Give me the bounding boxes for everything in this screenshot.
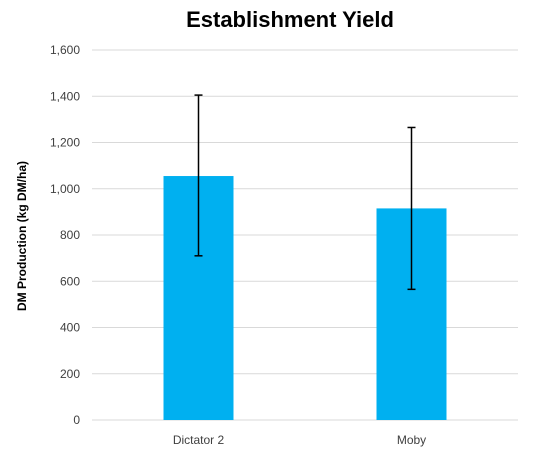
y-axis-label: DM Production (kg DM/ha)	[15, 161, 29, 311]
y-tick-label: 1,600	[50, 43, 80, 57]
y-tick-label: 0	[73, 413, 80, 427]
x-tick-label: Moby	[397, 433, 426, 447]
y-tick-label: 200	[60, 367, 80, 381]
y-tick-label: 600	[60, 274, 80, 288]
y-tick-label: 1,200	[50, 136, 80, 150]
x-tick-label: Dictator 2	[173, 433, 225, 447]
y-tick-label: 1,400	[50, 89, 80, 103]
y-tick-label: 400	[60, 321, 80, 335]
gridlines	[92, 49, 518, 421]
y-axis-ticks: 0 200 400 600 800 1,000 1,200 1,400 1,600	[50, 43, 80, 427]
y-tick-label: 1,000	[50, 182, 80, 196]
error-bars	[194, 94, 416, 291]
bars	[163, 176, 447, 420]
y-tick-label: 800	[60, 228, 80, 242]
chart-title: Establishment Yield	[186, 7, 394, 32]
x-axis-ticks: Dictator 2 Moby	[173, 433, 426, 447]
